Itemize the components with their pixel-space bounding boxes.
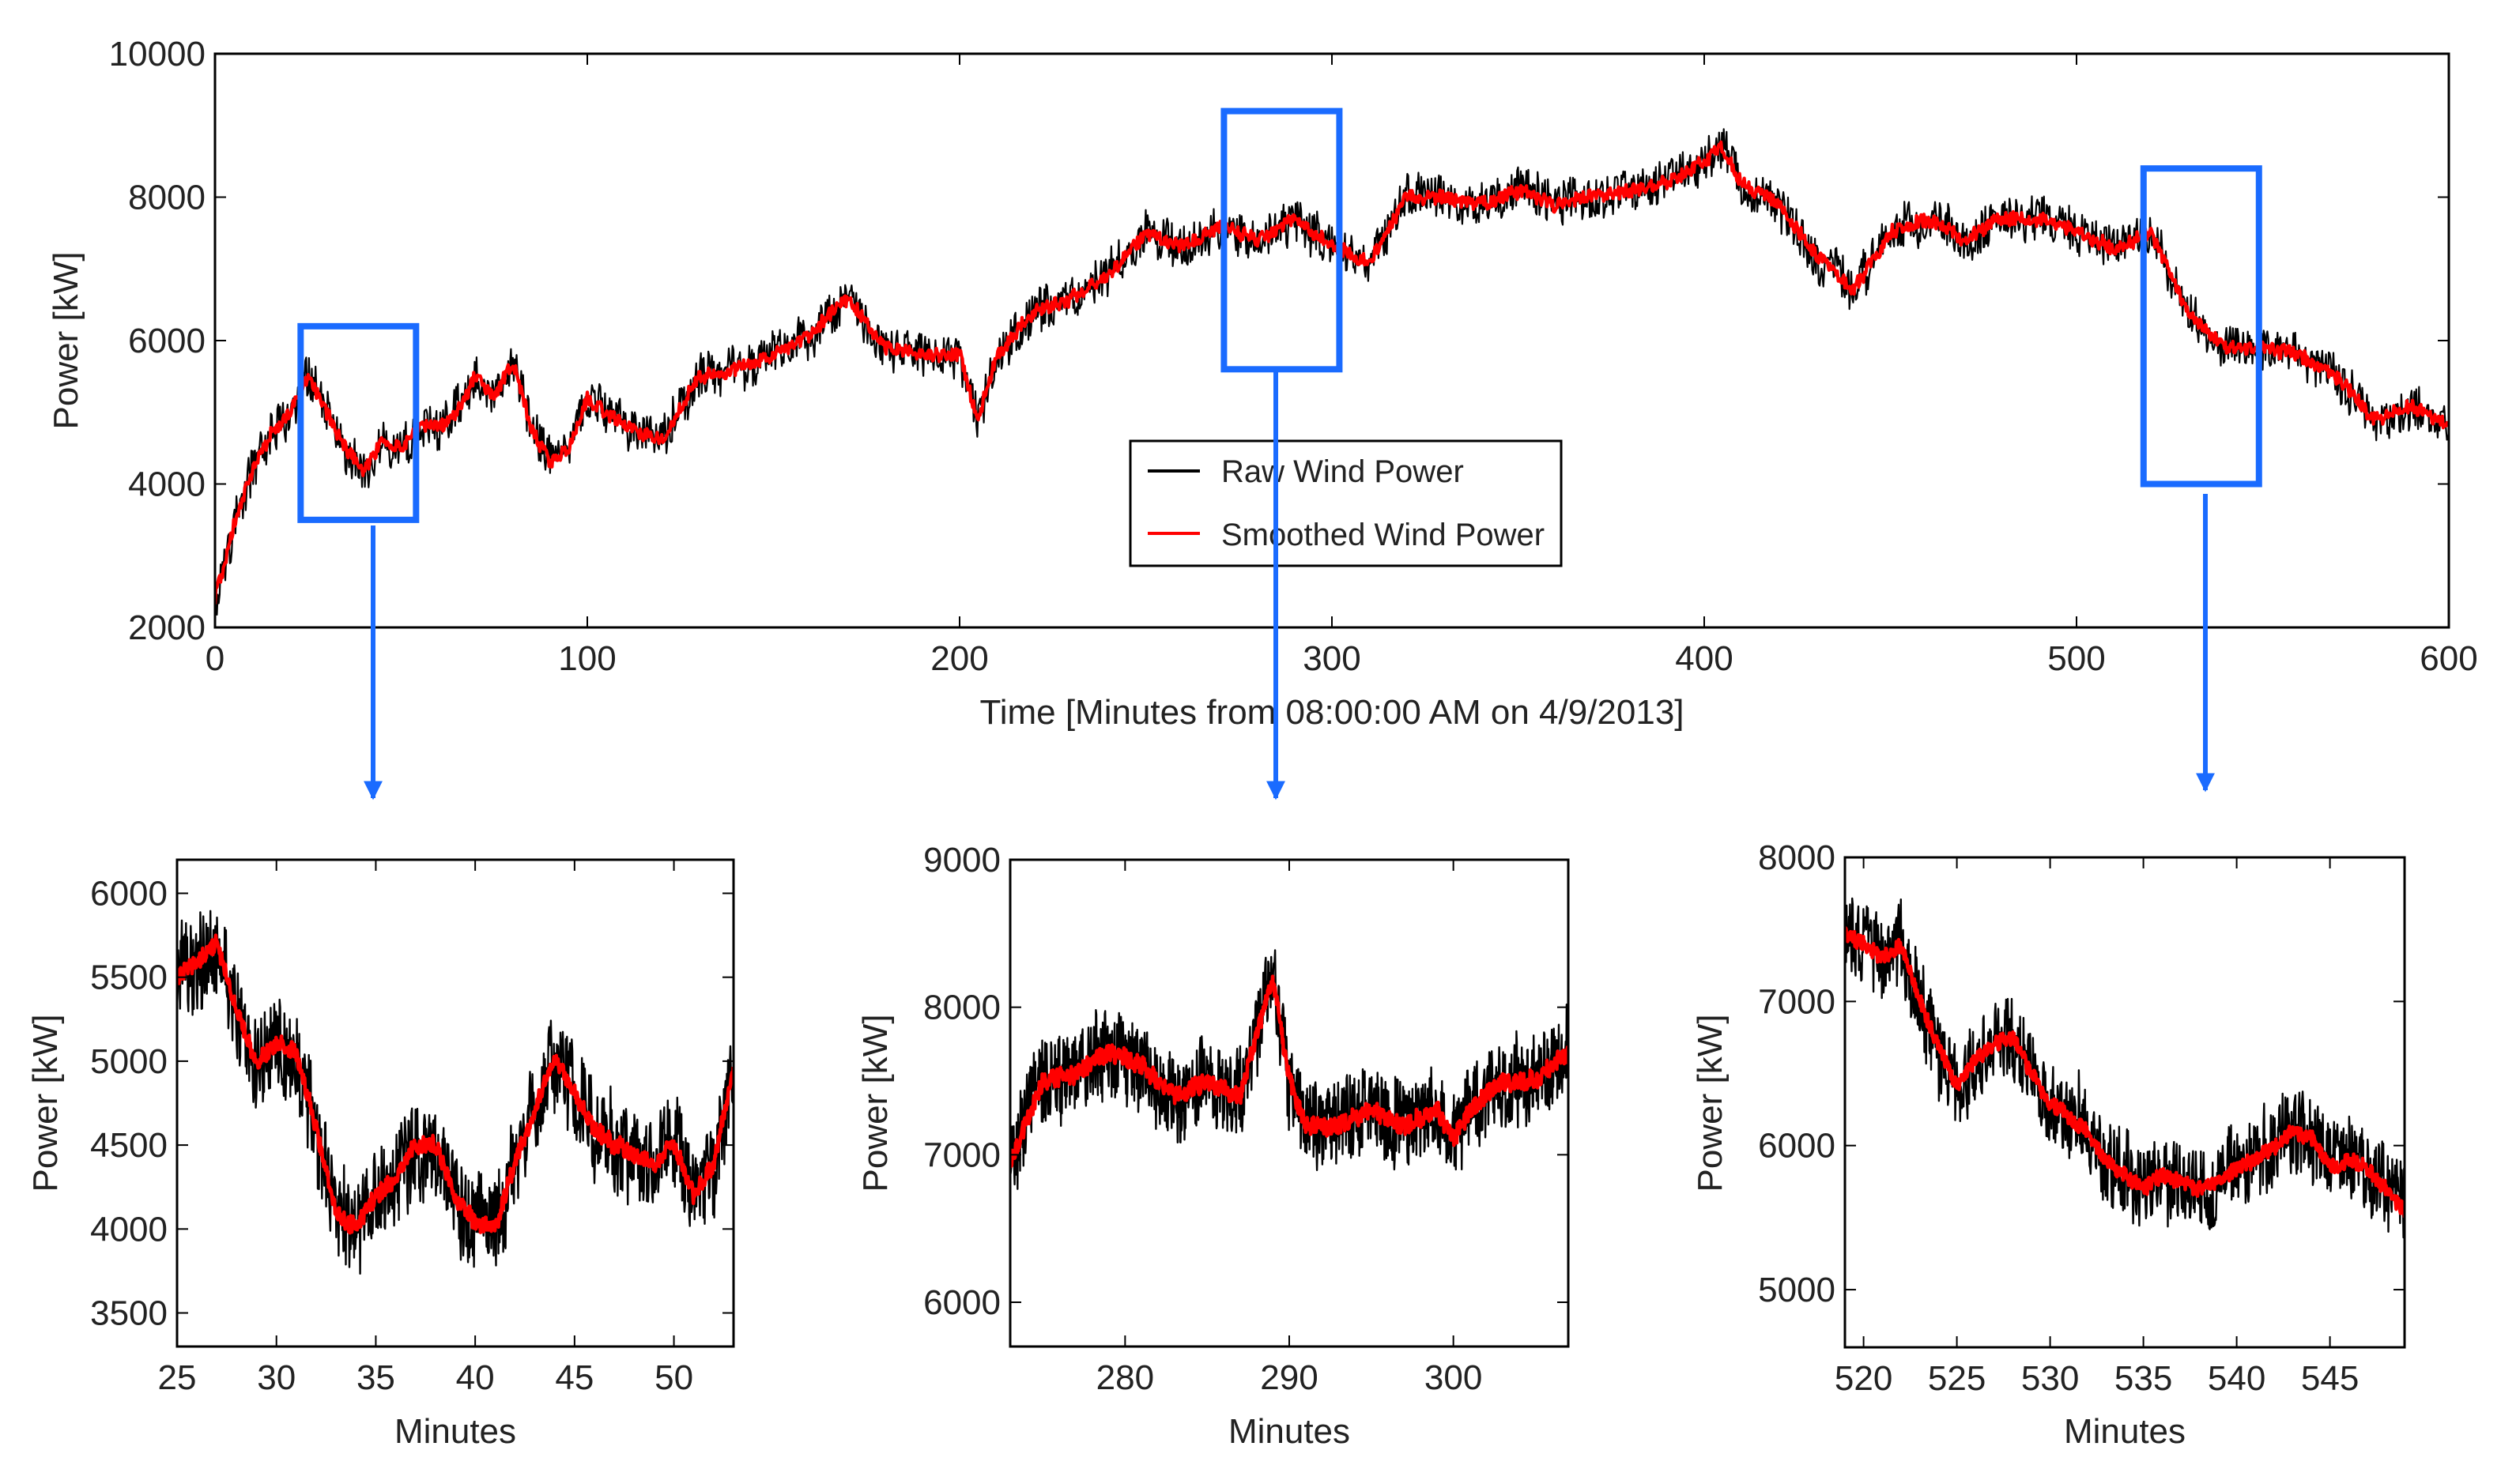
zoom3-x-tick-label: 545	[2301, 1359, 2359, 1398]
zoom3-x-tick-label: 535	[2114, 1359, 2172, 1398]
main-plot-lines	[215, 128, 2449, 616]
zoom1-x-tick-label: 25	[158, 1358, 197, 1397]
legend-smoothed-label: Smoothed Wind Power	[1221, 518, 1545, 552]
zoom3-plot-frame	[1843, 856, 2406, 1349]
zoom3-y-axis-label: Power [kW]	[1691, 1015, 1730, 1192]
zoom-panel-3: 520 525 530 535 540 545 5000 6000 7000 8000 Minut…	[1691, 838, 2406, 1451]
zoom1-y-tick-label: 3500	[90, 1294, 168, 1333]
zoom2-y-tick-label: 6000	[923, 1283, 1001, 1322]
main-axis-ticks: 0 100 200 300 400 500 600 2000 4000 6000 8000 10000	[109, 35, 2478, 678]
zoom3-x-tick-label: 540	[2208, 1359, 2265, 1398]
zoom1-x-tick-label: 30	[257, 1358, 296, 1397]
main-y-tick-label: 2000	[128, 608, 206, 647]
zoom3-series-smoothed	[1845, 926, 2405, 1218]
main-y-tick-label: 10000	[109, 35, 206, 73]
legend: Raw Wind Power Smoothed Wind Power	[1129, 439, 1563, 567]
zoom3-x-tick-label: 530	[2021, 1359, 2079, 1398]
zoom-arrows	[364, 371, 2215, 800]
zoom-panel-2: 280 290 300 6000 7000 8000 9000 Minutes Power …	[856, 841, 1570, 1451]
zoom1-y-tick-label: 6000	[90, 874, 168, 913]
zoom2-plot-lines	[1010, 949, 1568, 1190]
zoom2-series-smoothed	[1010, 974, 1568, 1169]
zoom3-y-tick-label: 7000	[1758, 982, 1835, 1021]
zoom2-x-tick-label: 290	[1260, 1358, 1318, 1397]
zoom3-plot-lines	[1845, 897, 2405, 1239]
zoom2-x-tick-label: 280	[1096, 1358, 1154, 1397]
zoom3-x-tick-label: 520	[1835, 1359, 1892, 1398]
main-x-tick-label: 200	[930, 639, 988, 678]
main-x-tick-label: 300	[1303, 639, 1360, 678]
zoom3-y-tick-label: 8000	[1758, 838, 1835, 877]
zoom1-y-tick-label: 5500	[90, 959, 168, 997]
zoom3-y-tick-label: 5000	[1758, 1271, 1835, 1309]
main-x-tick-label: 400	[1675, 639, 1733, 678]
zoom1-y-axis-label: Power [kW]	[26, 1015, 65, 1192]
main-x-axis-label: Time [Minutes from 08:00:00 AM on 4/9/20…	[979, 693, 1684, 732]
zoom1-x-axis-label: Minutes	[394, 1412, 516, 1451]
zoom2-series-raw	[1010, 949, 1568, 1190]
zoom1-x-tick-label: 45	[555, 1358, 594, 1397]
zoom3-x-tick-label: 525	[1928, 1359, 1986, 1398]
main-highlight-boxes	[297, 107, 2262, 523]
highlight-box-1	[297, 322, 420, 523]
legend-raw-label: Raw Wind Power	[1221, 454, 1464, 489]
main-y-tick-label: 8000	[128, 179, 206, 217]
legend-box	[1129, 439, 1563, 567]
zoom1-y-tick-label: 4000	[90, 1210, 168, 1249]
main-x-tick-label: 500	[2047, 639, 2105, 678]
zoom-panel-1: 25 30 35 40 45 50 3500 4000 4500 5000 5500 6000 Min…	[26, 858, 735, 1451]
zoom2-y-tick-label: 9000	[923, 841, 1001, 879]
main-series-smoothed	[215, 140, 2449, 605]
zoom2-x-tick-label: 300	[1424, 1358, 1482, 1397]
zoom2-axis-ticks: 280 290 300 6000 7000 8000 9000	[923, 841, 1568, 1397]
main-y-tick-label: 4000	[128, 465, 206, 504]
main-x-tick-label: 100	[558, 639, 616, 678]
zoom2-x-axis-label: Minutes	[1228, 1412, 1350, 1451]
main-y-tick-label: 6000	[128, 322, 206, 360]
main-y-axis-label: Power [kW]	[47, 252, 85, 430]
main-series-raw	[215, 128, 2449, 616]
zoom3-x-axis-label: Minutes	[2064, 1412, 2186, 1451]
zoom2-y-axis-label: Power [kW]	[856, 1015, 895, 1192]
zoom3-y-tick-label: 6000	[1758, 1127, 1835, 1166]
highlight-box-2	[1220, 107, 1343, 373]
zoom3-plot-background	[1845, 857, 2405, 1347]
zoom1-axis-ticks: 25 30 35 40 45 50 3500 4000 4500 5000 5500 6000	[90, 860, 734, 1397]
highlight-box-3	[2140, 165, 2262, 488]
main-x-tick-label: 600	[2420, 639, 2477, 678]
zoom1-y-tick-label: 4500	[90, 1126, 168, 1165]
zoom1-x-tick-label: 50	[654, 1358, 693, 1397]
zoom2-y-tick-label: 7000	[923, 1136, 1001, 1174]
zoom3-axis-ticks: 520 525 530 535 540 545 5000 6000 7000 8000	[1758, 838, 2405, 1398]
zoom2-y-tick-label: 8000	[923, 989, 1001, 1027]
zoom1-x-tick-label: 40	[456, 1358, 495, 1397]
main-x-tick-label: 0	[206, 639, 224, 678]
zoom1-series-smoothed	[177, 933, 734, 1235]
main-chart: 0 100 200 300 400 500 600 2000 4000 6000 8000 10000…	[47, 35, 2478, 732]
zoom1-plot-background	[177, 860, 734, 1347]
zoom1-x-tick-label: 35	[356, 1358, 395, 1397]
zoom1-y-tick-label: 5000	[90, 1042, 168, 1081]
zoom1-plot-lines	[177, 910, 734, 1275]
zoom1-plot-frame	[175, 858, 735, 1348]
